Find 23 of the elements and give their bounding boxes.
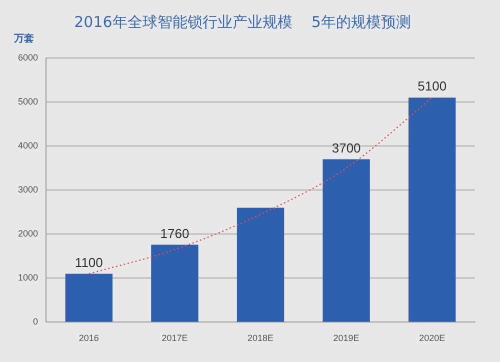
data-label: 1760 bbox=[160, 226, 190, 241]
bar bbox=[236, 208, 284, 322]
chart-title: 2016年全球智能锁行业产业规模 5年的规模预测 bbox=[74, 12, 411, 31]
x-tick-label: 2017E bbox=[162, 333, 188, 344]
y-tick-label: 4000 bbox=[18, 140, 38, 151]
bar bbox=[408, 98, 456, 322]
bar bbox=[65, 274, 113, 322]
y-tick-label: 5000 bbox=[18, 96, 38, 107]
x-tick-label: 2016 bbox=[78, 333, 99, 344]
y-tick-label: 3000 bbox=[18, 184, 38, 195]
x-tick-label: 2020E bbox=[419, 333, 446, 344]
data-label: 1100 bbox=[74, 254, 103, 270]
bar bbox=[322, 159, 370, 322]
data-label: 5100 bbox=[418, 78, 447, 94]
x-tick-label: 2018E bbox=[247, 333, 274, 344]
y-tick-label: 2000 bbox=[18, 228, 38, 239]
data-label: 3700 bbox=[332, 140, 361, 156]
y-tick-label: 6000 bbox=[18, 52, 38, 62]
bar bbox=[151, 244, 198, 322]
y-axis-title: 万套 bbox=[13, 32, 34, 45]
x-tick-label: 2019E bbox=[333, 333, 360, 344]
y-tick-label: 1000 bbox=[18, 272, 38, 283]
y-tick-label: 0 bbox=[33, 316, 38, 327]
